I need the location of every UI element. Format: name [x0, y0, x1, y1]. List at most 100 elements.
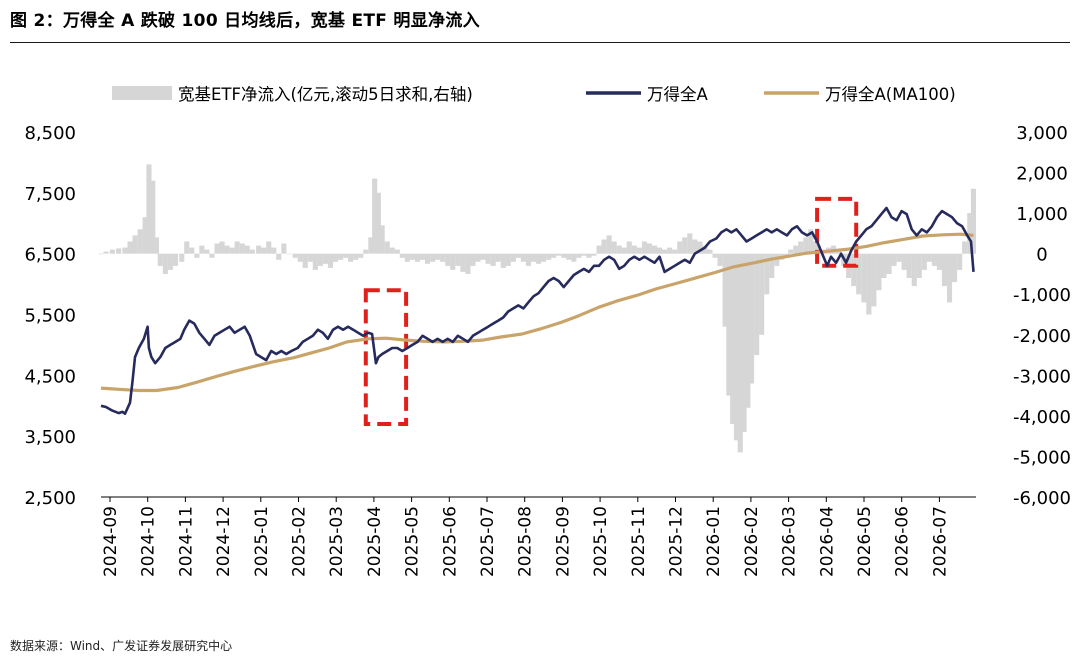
etf-flow-bar — [485, 253, 491, 264]
figure-title: 图 2：万得全 A 跌破 100 日均线后，宽基 ETF 明显净流入 — [10, 11, 480, 31]
etf-flow-bar — [116, 248, 122, 254]
etf-flow-bar — [733, 253, 739, 441]
etf-flow-bar — [302, 253, 308, 268]
etf-flow-bar — [672, 249, 678, 254]
etf-flow-bar — [455, 253, 461, 266]
y-right-tick-label: 2,000 — [1016, 164, 1068, 185]
x-tick-label: 2024-09 — [101, 506, 121, 577]
y-right-tick-label: -6,000 — [1013, 488, 1071, 509]
legend-label-ma100: 万得全A(MA100) — [825, 85, 956, 104]
etf-flow-bar — [546, 253, 552, 260]
etf-flow-bar — [137, 229, 143, 254]
etf-flow-bar — [798, 241, 804, 254]
x-tick-label: 2026-05 — [855, 506, 875, 577]
etf-flow-bar — [581, 253, 587, 256]
etf-flow-bar — [561, 253, 567, 258]
etf-flow-bar — [754, 253, 760, 356]
etf-flow-bar — [162, 253, 168, 274]
etf-flow-bar — [759, 253, 765, 335]
etf-flow-bar — [322, 253, 328, 264]
etf-flow-bar — [626, 241, 632, 254]
etf-flow-bar — [465, 253, 471, 274]
etf-flow-bar — [530, 253, 536, 262]
legend-label-etf-flow: 宽基ETF净流入(亿元,滚动5日求和,右轴) — [178, 85, 473, 104]
etf-flow-bar — [712, 253, 718, 258]
etf-flow-bar — [541, 253, 547, 262]
etf-flow-bar — [646, 243, 652, 254]
etf-flow-bar — [239, 243, 245, 254]
etf-flow-bar — [372, 178, 378, 254]
etf-flow-bar — [631, 245, 637, 254]
etf-flow-bar — [500, 253, 506, 268]
etf-flow-bar — [440, 253, 446, 262]
etf-flow-bar — [127, 241, 133, 254]
etf-flow-bar — [214, 243, 220, 254]
etf-flow-bar — [551, 253, 557, 258]
etf-flow-bar — [109, 249, 115, 254]
etf-flow-bar — [179, 253, 185, 262]
etf-flow-bar — [435, 253, 441, 260]
x-tick-label: 2024-11 — [176, 506, 196, 577]
etf-flow-bar — [515, 253, 521, 258]
etf-flow-bar — [167, 253, 173, 270]
etf-flow-bar — [475, 253, 481, 262]
etf-flow-bar — [911, 253, 917, 287]
highlight-layer — [363, 196, 859, 427]
etf-flow-bar — [851, 253, 857, 287]
x-tick-label: 2026-03 — [780, 506, 800, 577]
etf-flow-bar — [861, 253, 867, 303]
etf-flow-bar — [856, 253, 862, 295]
etf-flow-bar — [788, 249, 794, 254]
etf-flow-bar — [730, 253, 736, 424]
etf-flow-bar — [224, 245, 230, 254]
x-tick-label: 2025-05 — [403, 506, 423, 577]
y-right-tick-label: -3,000 — [1013, 366, 1071, 387]
etf-flow-bar — [307, 253, 313, 262]
etf-flow-bar — [153, 237, 159, 254]
etf-flow-bar — [692, 239, 698, 254]
y-left-tick-label: 7,500 — [24, 184, 76, 205]
etf-flow-bar — [815, 245, 821, 254]
x-tick-label: 2026-06 — [893, 506, 913, 577]
x-tick-label: 2025-06 — [440, 506, 460, 577]
etf-flow-bar — [399, 253, 405, 258]
etf-flow-bar — [209, 253, 215, 258]
etf-flow-bar — [460, 253, 466, 272]
etf-flow-bar — [803, 237, 809, 254]
etf-flow-bar — [707, 249, 713, 254]
etf-flow-bar — [338, 253, 344, 260]
x-tick-label: 2025-09 — [553, 506, 573, 577]
y-left-tick-label: 4,500 — [24, 366, 76, 387]
etf-flow-bar — [576, 253, 582, 258]
etf-flow-bar — [414, 253, 420, 262]
etf-flow-bar — [764, 253, 770, 295]
x-tick-label: 2025-01 — [252, 506, 272, 577]
legend-swatch-etf-flow — [112, 86, 172, 100]
etf-flow-bar — [687, 233, 693, 254]
etf-flow-bar — [745, 253, 751, 408]
highlight-box — [363, 288, 409, 427]
axis-layer: 2,500 3,500 4,500 5,500 6,500 7,500 8,500 -6,00… — [24, 123, 1071, 577]
etf-flow-bar — [566, 253, 572, 260]
etf-flow-bar — [596, 245, 602, 254]
etf-flow-bar — [641, 241, 647, 254]
y-right-tick-label: -5,000 — [1013, 447, 1071, 468]
x-tick-label: 2025-11 — [629, 506, 649, 577]
x-tick-label: 2026-07 — [930, 506, 950, 577]
etf-flow-bar — [480, 253, 486, 260]
etf-flow-bar — [769, 253, 775, 278]
etf-flow-bar — [312, 253, 318, 270]
etf-flow-bar — [146, 164, 152, 254]
etf-flow-bar — [450, 253, 456, 270]
etf-flow-bar — [379, 225, 385, 254]
x-tick-label: 2024-12 — [214, 506, 234, 577]
etf-flow-bar — [261, 247, 267, 254]
etf-flow-bar — [871, 253, 877, 307]
etf-flow-bar — [430, 253, 436, 262]
etf-flow-bar — [741, 253, 747, 433]
y-left-tick-label: 2,500 — [24, 488, 76, 509]
etf-flow-bar — [363, 249, 369, 254]
etf-flow-bar — [726, 253, 732, 396]
etf-flow-bar — [901, 253, 907, 270]
etf-flow-bar — [490, 253, 496, 266]
